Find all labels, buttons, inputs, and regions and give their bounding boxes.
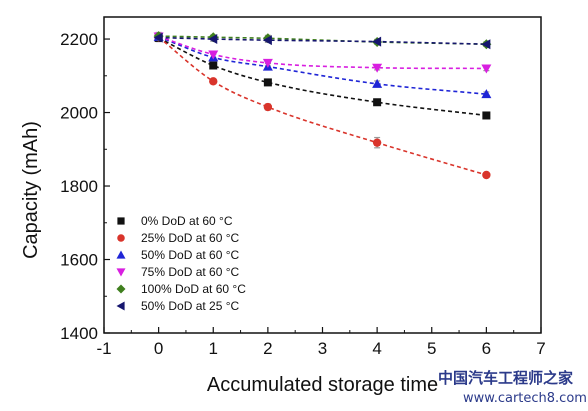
- legend-label: 75% DoD at 60 °C: [141, 265, 240, 279]
- data-point: [263, 102, 273, 112]
- y-tick-label: 2200: [60, 30, 98, 49]
- data-point: [482, 111, 491, 120]
- fit-curve: [158, 36, 487, 45]
- x-axis-label: Accumulated storage time: [207, 374, 438, 396]
- fit-curves: [158, 35, 487, 176]
- x-tick-label: 6: [482, 339, 491, 358]
- legend-marker: [117, 217, 125, 225]
- error-bars: [155, 31, 490, 178]
- data-markers: [153, 31, 492, 180]
- fit-curve: [158, 36, 487, 95]
- legend-label: 50% DoD at 25 °C: [141, 299, 240, 313]
- data-point: [481, 89, 492, 99]
- axis-ticks: [103, 38, 542, 334]
- y-tick-label: 1800: [60, 177, 98, 196]
- data-point: [372, 36, 382, 47]
- fit-curve: [158, 36, 487, 176]
- data-point: [262, 58, 273, 68]
- y-tick-label: 2000: [60, 104, 98, 123]
- watermark-line2: www.cartech8.com: [463, 391, 587, 406]
- y-tick-label: 1400: [60, 324, 98, 343]
- y-tick-label: 1600: [60, 251, 98, 270]
- legend-label: 100% DoD at 60 °C: [141, 282, 246, 296]
- x-tick-label: 7: [536, 339, 545, 358]
- data-point: [208, 34, 218, 45]
- x-tick-label: 3: [318, 339, 327, 358]
- legend-label: 0% DoD at 60 °C: [141, 214, 233, 228]
- legend-label: 50% DoD at 60 °C: [141, 248, 240, 262]
- legend-marker: [116, 301, 125, 311]
- legend-label: 25% DoD at 60 °C: [141, 231, 240, 245]
- data-point: [372, 63, 383, 73]
- data-point: [482, 170, 491, 180]
- legend: 0% DoD at 60 °C 25% DoD at 60 °C 50% DoD a…: [116, 214, 246, 313]
- data-point: [263, 78, 272, 87]
- data-point: [208, 50, 219, 60]
- data-point: [262, 35, 272, 46]
- x-tick-label: 2: [263, 339, 272, 358]
- x-tick-label: 1: [209, 339, 218, 358]
- data-point: [209, 61, 218, 70]
- y-axis-label: Capacity (mAh): [20, 121, 42, 259]
- legend-marker: [116, 268, 126, 277]
- data-point: [209, 77, 218, 86]
- data-point: [481, 64, 492, 74]
- x-tick-label: 5: [427, 339, 436, 358]
- legend-marker: [116, 250, 126, 259]
- watermark: 中国汽车工程师之家 www.cartech8.com: [438, 369, 587, 406]
- data-point: [372, 78, 383, 88]
- data-point: [372, 138, 382, 147]
- x-tick-label: -1: [96, 339, 111, 358]
- legend-marker: [117, 234, 125, 242]
- watermark-line1: 中国汽车工程师之家: [438, 369, 573, 387]
- x-tick-label: 4: [372, 339, 381, 358]
- tick-labels: -1 0 1 2 3 4 5 6 7 1400 1600 1800 2000 2200: [60, 30, 546, 358]
- x-tick-label: 0: [154, 339, 163, 358]
- data-point: [373, 98, 382, 107]
- data-point: [153, 32, 163, 43]
- legend-marker: [116, 284, 126, 294]
- data-point: [481, 39, 491, 50]
- fit-curve: [158, 37, 487, 117]
